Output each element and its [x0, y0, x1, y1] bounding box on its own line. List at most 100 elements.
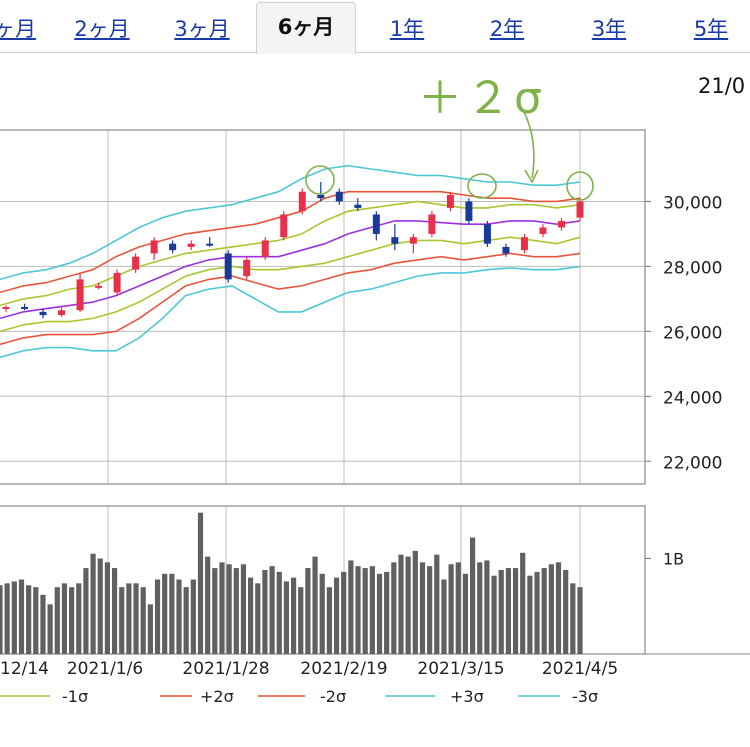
candle-body: [520, 237, 528, 251]
candle-body: [428, 214, 436, 234]
tab-3-years[interactable]: 3年: [591, 17, 627, 41]
volume-bar: [477, 562, 483, 654]
candle-body: [298, 191, 306, 212]
volume-bar: [140, 587, 146, 654]
candle-body: [206, 243, 214, 246]
volume-bar: [69, 587, 75, 654]
volume-bar: [33, 587, 39, 654]
volume-bar: [326, 587, 332, 654]
volume-bar: [434, 554, 440, 654]
volume-bar: [162, 573, 168, 654]
volume-bar: [355, 566, 361, 654]
legend-entry: -2σ: [320, 687, 346, 706]
volume-bar: [362, 568, 368, 654]
candle-body: [39, 311, 47, 316]
volume-bar: [527, 575, 533, 654]
volume-bar: [391, 562, 397, 654]
plus-1-sigma-line: [0, 200, 581, 307]
volume-bar: [61, 583, 68, 654]
volume-bar: [462, 573, 469, 654]
volume-bar: [26, 585, 32, 654]
volume-bar: [4, 583, 10, 654]
candle-body: [224, 253, 232, 280]
candle-body: [409, 237, 417, 244]
volume-bar: [133, 583, 139, 654]
volume-bar: [491, 575, 497, 654]
volume-bar: [11, 581, 17, 654]
volume-bar: [455, 562, 461, 654]
candle-body: [169, 243, 177, 251]
price-tick-label: 28,000: [663, 258, 722, 278]
volume-bar: [419, 562, 426, 654]
highlight-circle: [305, 165, 335, 195]
volume-bar: [262, 569, 268, 654]
minus-2-sigma-line: [0, 252, 581, 346]
volume-bar: [248, 577, 254, 654]
tab-1-year[interactable]: 1年: [389, 17, 425, 41]
candle-body: [391, 237, 399, 244]
volume-bar: [226, 564, 232, 654]
volume-bar: [119, 587, 125, 654]
tab-1-month[interactable]: ヶ月: [0, 17, 36, 41]
volume-bar: [18, 579, 25, 654]
candle-body: [317, 194, 325, 199]
price-tick-label: 22,000: [663, 453, 722, 473]
volume-bar: [448, 564, 454, 654]
volume-bar: [0, 585, 3, 654]
volume-bar: [398, 554, 404, 654]
volume-bar: [298, 587, 304, 654]
tab-5-years[interactable]: 5年: [693, 17, 729, 41]
volume-tick-label: 1B: [663, 550, 684, 569]
volume-bar: [319, 573, 325, 654]
candle-body: [76, 279, 84, 311]
volume-bar: [183, 587, 189, 654]
x-tick-label: 2021/4/5: [542, 659, 618, 679]
volume-bar: [76, 583, 82, 654]
candle-body: [280, 214, 288, 238]
candle-body: [21, 307, 29, 309]
candle-body: [58, 310, 66, 316]
volume-bar: [512, 568, 519, 654]
volume-bar: [205, 556, 211, 654]
volume-bar: [90, 553, 96, 654]
x-tick-label: 2021/1/6: [67, 659, 143, 679]
volume-bar: [83, 568, 89, 654]
candle-body: [483, 224, 491, 244]
volume-bar: [54, 587, 60, 654]
legend-entry: +3σ: [450, 687, 484, 706]
tab-3-months[interactable]: 3ヶ月: [174, 17, 230, 41]
volume-bar: [190, 579, 196, 654]
price-tick-label: 30,000: [663, 193, 722, 213]
candle-body: [243, 259, 251, 277]
volume-bar: [269, 566, 275, 654]
highlight-circle: [467, 173, 497, 199]
tab-2-years[interactable]: 2年: [489, 17, 525, 41]
volume-bar: [169, 573, 175, 654]
price-tick-label: 24,000: [663, 388, 722, 408]
annotation-arrow: [521, 107, 535, 179]
candle-body: [465, 201, 473, 221]
highlight-circle: [566, 171, 594, 201]
volume-bar: [469, 537, 476, 654]
volume-bar: [484, 560, 490, 654]
volume-bar: [126, 583, 132, 654]
volume-bar: [176, 579, 182, 654]
legend-entry: -1σ: [62, 687, 88, 706]
candle-body: [372, 214, 380, 234]
candle-body: [187, 243, 195, 247]
volume-bar: [333, 577, 340, 654]
volume-bar: [219, 562, 225, 654]
price-tick-label: 26,000: [663, 323, 722, 343]
volume-bar: [305, 568, 311, 654]
volume-bar: [577, 587, 583, 654]
candle-body: [557, 220, 565, 228]
candle-body: [576, 201, 584, 218]
volume-bar: [341, 571, 347, 654]
tab-2-months[interactable]: 2ヶ月: [74, 17, 130, 41]
x-tick-label: 12/14: [0, 659, 49, 679]
volume-bar: [505, 568, 511, 654]
candle-body: [95, 285, 103, 288]
candle-body: [539, 227, 547, 234]
candle-body: [113, 272, 121, 293]
tab-6-months[interactable]: 6ヶ月: [256, 2, 356, 54]
